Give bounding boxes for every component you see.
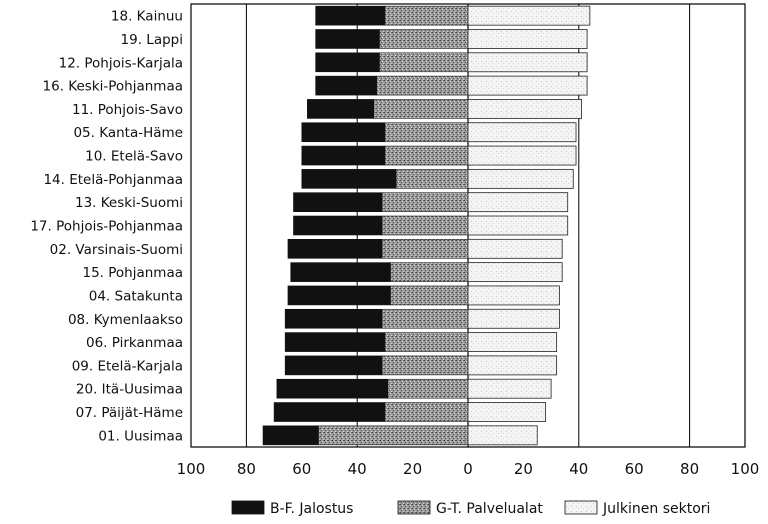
x-tick-label: 80 xyxy=(237,460,256,478)
bar-jalostus xyxy=(273,402,386,422)
bar-julkinen xyxy=(467,378,552,399)
bar-palvelualat xyxy=(384,332,469,352)
category-label: 02. Varsinais-Suomi xyxy=(50,242,183,258)
bar-palvelualat xyxy=(395,169,469,189)
bar-jalostus xyxy=(301,169,397,189)
x-tick-label: 80 xyxy=(680,460,699,478)
bar-jalostus xyxy=(276,378,388,399)
bar-palvelualat xyxy=(318,425,469,446)
x-tick-label: 20 xyxy=(514,460,533,478)
category-label: 15. Pohjanmaa xyxy=(82,265,183,281)
bar-jalostus xyxy=(284,355,383,376)
bar-palvelualat xyxy=(387,378,469,399)
category-label: 10. Etelä-Savo xyxy=(85,149,183,165)
bar-jalostus xyxy=(293,192,383,212)
legend-label: B-F. Jalostus xyxy=(270,501,353,517)
category-label: 05. Kanta-Häme xyxy=(73,125,183,141)
category-label: 16. Keski-Pohjanmaa xyxy=(43,79,183,95)
legend-swatch xyxy=(231,500,265,515)
bar-jalostus xyxy=(293,215,383,236)
bar-jalostus xyxy=(290,262,391,282)
legend-swatch xyxy=(564,500,598,515)
bar-palvelualat xyxy=(373,99,469,119)
category-label: 17. Pohjois-Pohjanmaa xyxy=(30,219,183,235)
bar-jalostus xyxy=(262,425,319,446)
bar-palvelualat xyxy=(381,215,469,236)
bar-jalostus xyxy=(284,308,383,329)
bar-julkinen xyxy=(467,192,569,213)
bar-jalostus xyxy=(287,239,383,259)
x-tick-label: 40 xyxy=(348,460,367,478)
x-tick-label: 20 xyxy=(403,460,422,478)
category-label: 11. Pohjois-Savo xyxy=(72,102,183,118)
bar-palvelualat xyxy=(381,355,469,376)
x-tick-label: 0 xyxy=(463,460,473,478)
bar-palvelualat xyxy=(384,5,469,26)
bar-julkinen xyxy=(467,285,560,306)
bar-jalostus xyxy=(301,145,386,166)
bar-julkinen xyxy=(467,29,588,49)
bar-jalostus xyxy=(284,332,386,352)
category-label: 04. Satakunta xyxy=(89,288,183,304)
legend-label: Julkinen sektori xyxy=(602,501,710,517)
x-tick-label: 60 xyxy=(292,460,311,478)
bar-julkinen xyxy=(467,5,591,26)
bar-julkinen xyxy=(467,332,558,352)
bar-julkinen xyxy=(467,262,563,283)
x-tick-label: 100 xyxy=(177,460,206,478)
category-label: 01. Uusimaa xyxy=(98,428,183,444)
bar-julkinen xyxy=(467,52,588,73)
category-label: 09. Etelä-Karjala xyxy=(72,358,183,374)
category-label: 06. Pirkanmaa xyxy=(86,335,183,351)
bar-palvelualat xyxy=(376,75,469,96)
category-label: 19. Lappi xyxy=(121,32,183,48)
category-label: 20. Itä-Uusimaa xyxy=(76,382,183,398)
category-label: 14. Etelä-Pohjanmaa xyxy=(43,172,183,188)
x-tick-label: 60 xyxy=(625,460,644,478)
bar-jalostus xyxy=(307,99,375,119)
bar-palvelualat xyxy=(390,262,469,282)
x-tick-label: 40 xyxy=(569,460,588,478)
bar-palvelualat xyxy=(379,52,469,73)
bar-julkinen xyxy=(467,75,588,96)
bar-julkinen xyxy=(467,238,563,259)
bar-jalostus xyxy=(315,5,386,26)
bar-julkinen xyxy=(467,425,538,446)
category-label: 08. Kymenlaakso xyxy=(68,312,183,328)
bar-palvelualat xyxy=(381,239,469,259)
category-label: 12. Pohjois-Karjala xyxy=(59,55,183,71)
bar-palvelualat xyxy=(390,285,469,306)
bar-palvelualat xyxy=(384,122,469,143)
category-label: 18. Kainuu xyxy=(111,9,183,25)
bar-palvelualat xyxy=(379,29,469,49)
bar-jalostus xyxy=(301,122,386,143)
category-label: 13. Keski-Suomi xyxy=(75,195,183,211)
bar-jalostus xyxy=(315,75,377,96)
category-label: 07. Päijät-Häme xyxy=(76,405,183,421)
bar-julkinen xyxy=(467,122,577,143)
bar-julkinen xyxy=(467,355,558,376)
bar-palvelualat xyxy=(381,308,469,329)
bar-jalostus xyxy=(315,29,380,49)
bar-palvelualat xyxy=(384,402,469,422)
bar-julkinen xyxy=(467,99,582,119)
legend-label: G-T. Palvelualat xyxy=(436,501,543,517)
bar-palvelualat xyxy=(384,145,469,166)
bar-palvelualat xyxy=(381,192,469,212)
x-tick-label: 100 xyxy=(731,460,760,478)
bar-jalostus xyxy=(287,285,391,306)
bar-julkinen xyxy=(467,308,560,329)
bar-julkinen xyxy=(467,168,574,189)
bar-jalostus xyxy=(315,52,380,73)
legend-swatch xyxy=(397,500,431,515)
bar-julkinen xyxy=(467,145,577,166)
bar-julkinen xyxy=(467,215,569,236)
bar-julkinen xyxy=(467,402,546,422)
